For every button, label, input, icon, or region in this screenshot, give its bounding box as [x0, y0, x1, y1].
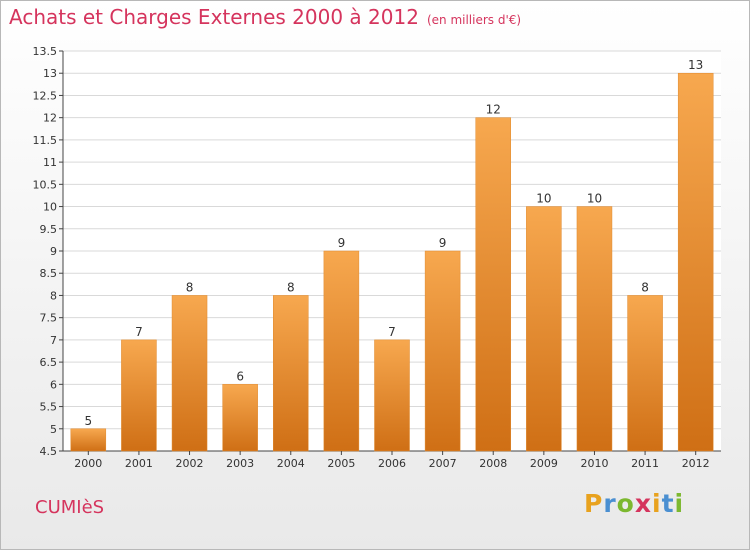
bar-value-label: 12 — [486, 103, 501, 117]
bar — [70, 428, 107, 452]
proxiti-logo: Proxiti — [584, 489, 684, 518]
bar — [576, 206, 613, 452]
y-tick-label: 4.5 — [40, 445, 58, 458]
y-tick-label: 11.5 — [33, 134, 58, 147]
bar-value-label: 9 — [338, 236, 346, 250]
bar-value-label: 8 — [287, 280, 295, 294]
x-tick-label: 2005 — [327, 457, 355, 470]
y-tick-label: 5 — [50, 423, 57, 436]
y-tick-label: 5.5 — [40, 401, 58, 414]
x-tick-label: 2004 — [277, 457, 305, 470]
x-tick-label: 2009 — [530, 457, 558, 470]
logo-letter: i — [674, 489, 685, 518]
x-tick-label: 2003 — [226, 457, 254, 470]
y-tick-label: 11 — [43, 156, 57, 169]
x-tick-label: 2007 — [429, 457, 457, 470]
y-tick-label: 13.5 — [33, 45, 58, 58]
y-tick-label: 6 — [50, 378, 57, 391]
x-tick-label: 2001 — [125, 457, 153, 470]
title-unit: (en milliers d'€) — [426, 13, 522, 27]
chart-title: Achats et Charges Externes 2000 à 2012 (e… — [9, 5, 521, 29]
logo-letter: o — [616, 489, 635, 518]
y-tick-label: 13 — [43, 67, 57, 80]
logo-letter: i — [652, 489, 662, 518]
bar — [677, 72, 714, 452]
bar-value-label: 10 — [587, 192, 602, 206]
logo-letter: x — [634, 489, 652, 518]
bar — [475, 117, 511, 452]
x-tick-label: 2008 — [479, 457, 507, 470]
bar — [323, 250, 360, 452]
bar-value-label: 8 — [186, 280, 194, 294]
y-tick-label: 7 — [50, 334, 57, 347]
logo-letter: P — [584, 489, 604, 518]
bar-value-label: 7 — [388, 325, 396, 339]
x-tick-label: 2000 — [74, 457, 102, 470]
y-tick-label: 10.5 — [33, 178, 58, 191]
y-tick-label: 7.5 — [40, 312, 58, 325]
x-tick-label: 2012 — [682, 457, 710, 470]
bar-value-label: 6 — [236, 369, 244, 383]
y-tick-label: 12 — [43, 112, 57, 125]
x-tick-label: 2010 — [580, 457, 608, 470]
title-text: Achats et Charges Externes 2000 à 2012 — [9, 5, 419, 29]
x-tick-label: 2011 — [631, 457, 659, 470]
y-tick-label: 6.5 — [40, 356, 58, 369]
bar — [526, 206, 562, 452]
logo-letter: t — [661, 489, 675, 518]
x-tick-label: 2002 — [176, 457, 204, 470]
y-tick-label: 8.5 — [40, 267, 58, 280]
bar — [627, 295, 663, 452]
bar-value-label: 13 — [688, 58, 703, 72]
bar-value-label: 7 — [135, 325, 143, 339]
x-tick-label: 2006 — [378, 457, 406, 470]
bar-value-label: 8 — [641, 280, 649, 294]
bar — [424, 250, 461, 452]
bar — [273, 295, 309, 452]
commune-name: CUMIèS — [35, 497, 105, 518]
y-tick-label: 9.5 — [40, 223, 58, 236]
y-tick-label: 9 — [50, 245, 57, 258]
y-tick-label: 12.5 — [33, 89, 58, 102]
y-tick-label: 8 — [50, 289, 57, 302]
logo-letter: r — [603, 489, 617, 518]
bar — [374, 339, 410, 452]
bar — [171, 295, 208, 452]
bar — [121, 339, 157, 452]
bar-value-label: 5 — [84, 414, 92, 428]
y-tick-label: 10 — [43, 201, 57, 214]
bar-value-label: 10 — [536, 192, 551, 206]
bar — [222, 384, 258, 452]
bar-value-label: 9 — [439, 236, 447, 250]
